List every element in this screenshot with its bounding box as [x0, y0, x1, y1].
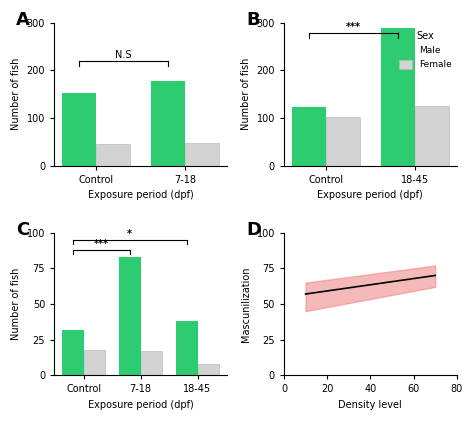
Text: *: *: [128, 229, 132, 239]
Y-axis label: Number of fish: Number of fish: [11, 268, 21, 340]
Y-axis label: Mascunilization: Mascunilization: [241, 266, 251, 342]
Bar: [415, 106, 449, 165]
Bar: [62, 93, 96, 165]
Bar: [198, 364, 219, 375]
X-axis label: Exposure period (dpf): Exposure period (dpf): [88, 400, 193, 410]
Bar: [326, 117, 360, 165]
Bar: [62, 330, 84, 375]
Bar: [96, 144, 130, 165]
Text: D: D: [246, 221, 261, 239]
Bar: [176, 321, 198, 375]
Text: B: B: [246, 11, 260, 29]
Y-axis label: Number of fish: Number of fish: [11, 58, 21, 131]
X-axis label: Exposure period (dpf): Exposure period (dpf): [318, 190, 423, 200]
Bar: [292, 107, 326, 165]
Text: ***: ***: [346, 22, 361, 32]
Text: A: A: [16, 11, 30, 29]
X-axis label: Density level: Density level: [338, 400, 402, 410]
Text: N.S: N.S: [115, 50, 132, 59]
Bar: [185, 143, 219, 165]
Text: C: C: [16, 221, 29, 239]
Legend: Male, Female: Male, Female: [395, 27, 456, 73]
Bar: [381, 28, 415, 165]
Bar: [151, 81, 185, 165]
Text: ***: ***: [94, 239, 109, 248]
X-axis label: Exposure period (dpf): Exposure period (dpf): [88, 190, 193, 200]
Bar: [119, 257, 141, 375]
Bar: [84, 349, 105, 375]
Y-axis label: Number of fish: Number of fish: [241, 58, 251, 131]
Bar: [141, 351, 162, 375]
